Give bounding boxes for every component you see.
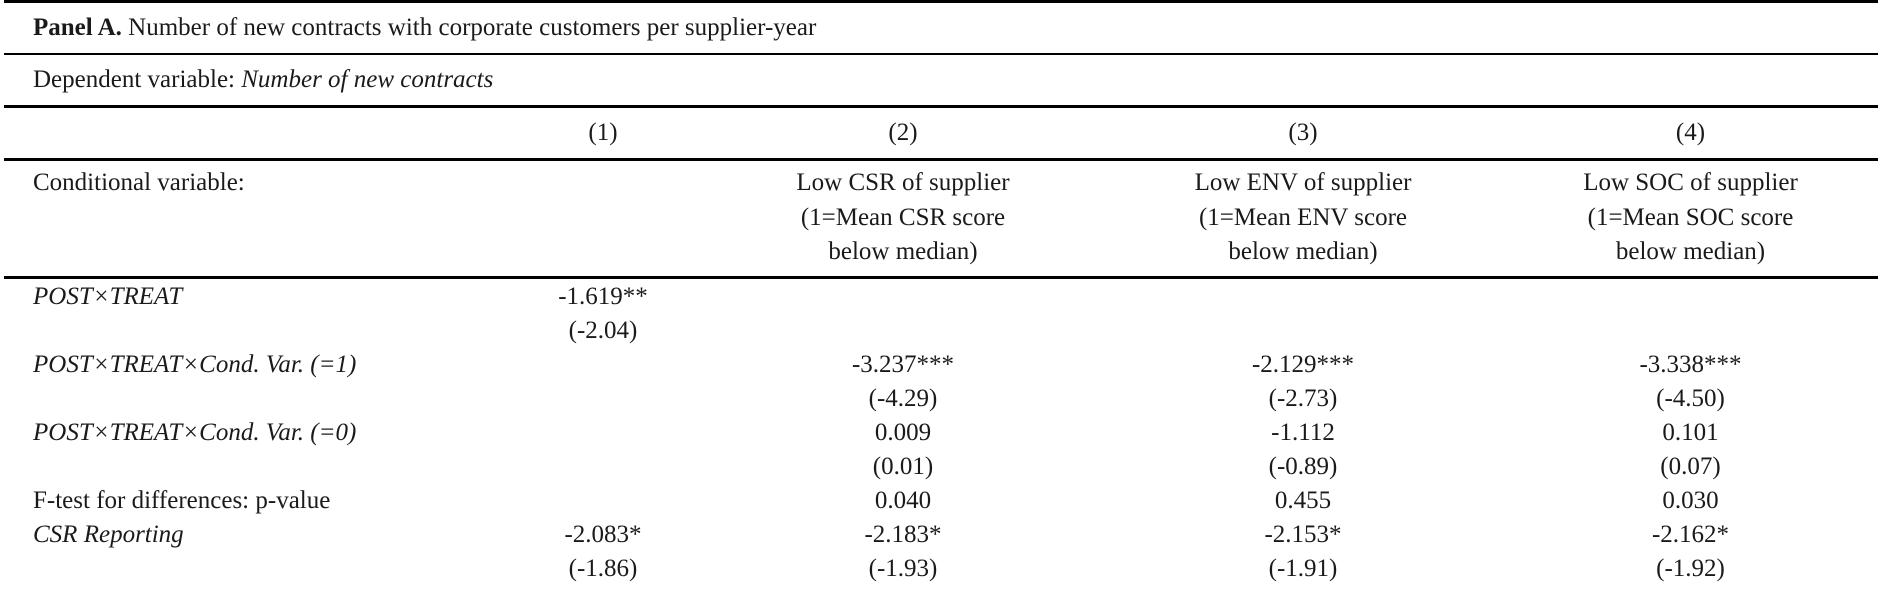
t-statistic: (-1.86) [568, 554, 638, 582]
row-label: POST×TREAT [33, 282, 183, 310]
conditional-cell: Low SOC of supplier (1=Mean SOC score belo… [1583, 169, 1798, 265]
conditional-cell: Low CSR of supplier (1=Mean CSR score belo… [796, 169, 1010, 265]
coefficient: -3.237*** [851, 350, 955, 378]
dependent-variable-value: Number of new contracts [241, 66, 494, 93]
t-statistic [503, 450, 703, 484]
table-row: POST×TREAT×Cond. Var. (=0) 0.009 -1.112 … [4, 416, 1878, 450]
p-value: 0.040 [874, 486, 932, 514]
column-header: (1) [588, 119, 618, 146]
regression-table: Panel A. Number of new contracts with co… [4, 0, 1878, 586]
tstat-row: (-2.04) [4, 314, 1878, 348]
dependent-rule [4, 105, 1878, 108]
dependent-variable-row: Dependent variable: Number of new contra… [4, 55, 1878, 105]
row-label: POST×TREAT×Cond. Var. (=1) [33, 350, 357, 378]
coefficient [703, 279, 1103, 314]
column-header-row: (1) (2) (3) (4) [4, 108, 1878, 158]
conditional-variable-row: Conditional variable: Low CSR of supplie… [4, 161, 1878, 276]
tstat-row: (-4.29) (-2.73) (-4.50) [4, 382, 1878, 416]
t-statistic [1103, 314, 1503, 348]
p-value: 0.455 [1274, 486, 1332, 514]
p-value [503, 484, 703, 518]
t-statistic: (-4.29) [868, 384, 938, 412]
coefficient [1103, 279, 1503, 314]
results-table: (1) (2) (3) (4) Conditional variable: Lo… [4, 108, 1878, 586]
coefficient [503, 416, 703, 450]
t-statistic: (-1.93) [868, 554, 938, 582]
tstat-row: (-1.86) (-1.93) (-1.91) (-1.92) [4, 552, 1878, 586]
table-row: POST×TREAT×Cond. Var. (=1) -3.237*** -2.… [4, 348, 1878, 382]
coefficient: -2.153* [1264, 520, 1342, 548]
t-statistic [1503, 314, 1878, 348]
t-statistic: (0.07) [1660, 452, 1721, 480]
coefficient: -1.112 [1271, 418, 1335, 446]
coefficient [503, 348, 703, 382]
column-header: (4) [1675, 119, 1706, 146]
table-row: F-test for differences: p-value 0.040 0.… [4, 484, 1878, 518]
table-row: POST×TREAT -1.619** [4, 279, 1878, 314]
p-value: 0.030 [1662, 486, 1719, 514]
coefficient [1503, 279, 1878, 314]
coefficient: 0.009 [874, 418, 932, 446]
dependent-variable-label: Dependent variable: [33, 66, 235, 93]
coefficient: -2.129*** [1251, 350, 1355, 378]
panel-title: Panel A. Number of new contracts with co… [4, 3, 1878, 53]
row-label: F-test for differences: p-value [33, 486, 331, 514]
conditional-cell: Low ENV of supplier (1=Mean ENV score belo… [1194, 169, 1412, 265]
coefficient: 0.101 [1662, 418, 1719, 446]
coefficient: -2.183* [864, 520, 942, 548]
t-statistic: (-2.04) [568, 316, 638, 344]
column-header: (2) [888, 119, 918, 146]
t-statistic [703, 314, 1103, 348]
t-statistic: (-1.92) [1656, 554, 1725, 582]
panel-label: Panel A. [33, 14, 122, 41]
coefficient: -2.083* [564, 520, 642, 548]
t-statistic: (-0.89) [1268, 452, 1338, 480]
column-header: (3) [1288, 119, 1318, 146]
panel-title-text: Number of new contracts with corporate c… [128, 14, 817, 41]
table-row: CSR Reporting -2.083* -2.183* -2.153* -2… [4, 518, 1878, 552]
conditional-variable-label: Conditional variable: [33, 169, 245, 196]
coefficient: -3.338*** [1639, 350, 1742, 378]
t-statistic: (-4.50) [1656, 384, 1725, 412]
row-label: POST×TREAT×Cond. Var. (=0) [33, 418, 357, 446]
coefficient: -1.619** [558, 282, 648, 310]
t-statistic: (0.01) [872, 452, 934, 480]
top-rule [4, 0, 1878, 3]
coefficient: -2.162* [1651, 520, 1730, 548]
t-statistic: (-1.91) [1268, 554, 1338, 582]
row-label: CSR Reporting [33, 520, 184, 548]
panel-rule [4, 53, 1878, 55]
tstat-row: (0.01) (-0.89) (0.07) [4, 450, 1878, 484]
t-statistic: (-2.73) [1268, 384, 1338, 412]
t-statistic [503, 382, 703, 416]
